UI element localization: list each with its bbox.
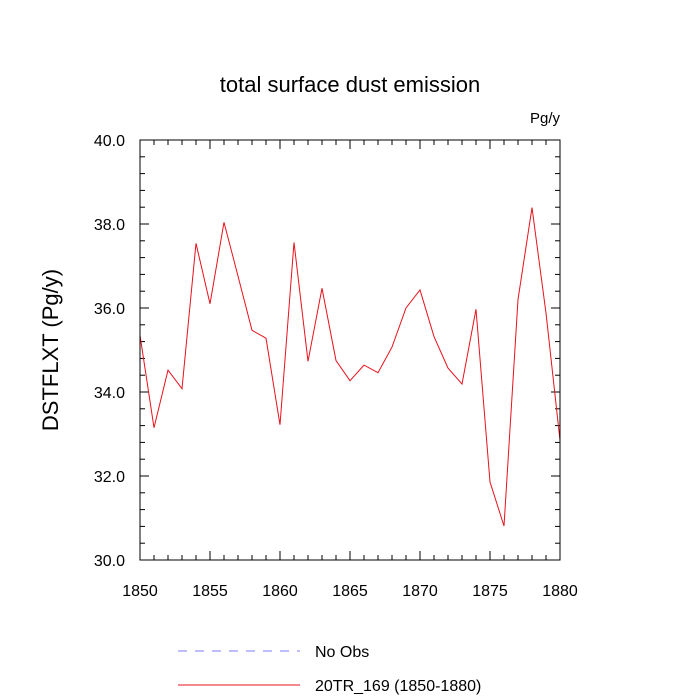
data-point bbox=[531, 207, 532, 208]
data-point bbox=[223, 222, 224, 223]
data-point bbox=[307, 361, 308, 362]
data-point bbox=[363, 365, 364, 366]
data-point bbox=[377, 372, 378, 373]
y-tick-label: 40.0 bbox=[94, 133, 125, 150]
y-axis-label: DSTFLXT (Pg/y) bbox=[38, 269, 63, 431]
x-tick-label: 1865 bbox=[332, 583, 368, 600]
data-point bbox=[461, 383, 462, 384]
data-point bbox=[265, 338, 266, 339]
major-ticks bbox=[139, 139, 561, 561]
series-layer bbox=[139, 207, 561, 527]
data-point bbox=[475, 309, 476, 310]
data-point bbox=[433, 336, 434, 337]
data-point bbox=[391, 346, 392, 347]
legend-label-no-obs: No Obs bbox=[315, 644, 369, 661]
y-tick-label: 30.0 bbox=[94, 553, 125, 570]
data-point bbox=[181, 388, 182, 389]
chart-title: total surface dust emission bbox=[220, 72, 480, 97]
y-tick-labels: 30.0 32.0 34.0 36.0 38.0 40.0 bbox=[94, 133, 125, 570]
data-point bbox=[251, 330, 252, 331]
minor-ticks bbox=[140, 140, 560, 560]
x-tick-labels: 1850 1855 1860 1865 1870 1875 1880 bbox=[122, 583, 578, 600]
legend: No Obs 20TR_169 (1850-1880) bbox=[178, 644, 481, 695]
data-point bbox=[349, 380, 350, 381]
x-tick-label: 1870 bbox=[402, 583, 438, 600]
data-point bbox=[195, 243, 196, 244]
data-point bbox=[209, 303, 210, 304]
series-line-0 bbox=[139, 207, 561, 527]
legend-label-20tr-169: 20TR_169 (1850-1880) bbox=[315, 678, 481, 695]
data-point bbox=[153, 427, 154, 428]
data-point bbox=[447, 367, 448, 368]
units-label: Pg/y bbox=[530, 110, 561, 127]
data-point bbox=[503, 525, 504, 526]
data-point bbox=[293, 242, 294, 243]
x-tick-label: 1875 bbox=[472, 583, 508, 600]
data-point bbox=[167, 370, 168, 371]
y-tick-label: 32.0 bbox=[94, 469, 125, 486]
y-tick-label: 38.0 bbox=[94, 217, 125, 234]
data-point bbox=[419, 289, 420, 290]
data-point bbox=[279, 424, 280, 425]
y-tick-label: 34.0 bbox=[94, 385, 125, 402]
data-point bbox=[321, 288, 322, 289]
y-tick-label: 36.0 bbox=[94, 301, 125, 318]
data-point bbox=[489, 481, 490, 482]
x-tick-label: 1880 bbox=[542, 583, 578, 600]
data-point bbox=[335, 360, 336, 361]
data-point bbox=[405, 307, 406, 308]
x-tick-label: 1855 bbox=[192, 583, 228, 600]
plot-frame bbox=[139, 139, 561, 561]
data-point bbox=[545, 312, 546, 313]
x-tick-label: 1860 bbox=[262, 583, 298, 600]
x-tick-label: 1850 bbox=[122, 583, 158, 600]
data-point bbox=[517, 299, 518, 300]
data-point bbox=[237, 275, 238, 276]
